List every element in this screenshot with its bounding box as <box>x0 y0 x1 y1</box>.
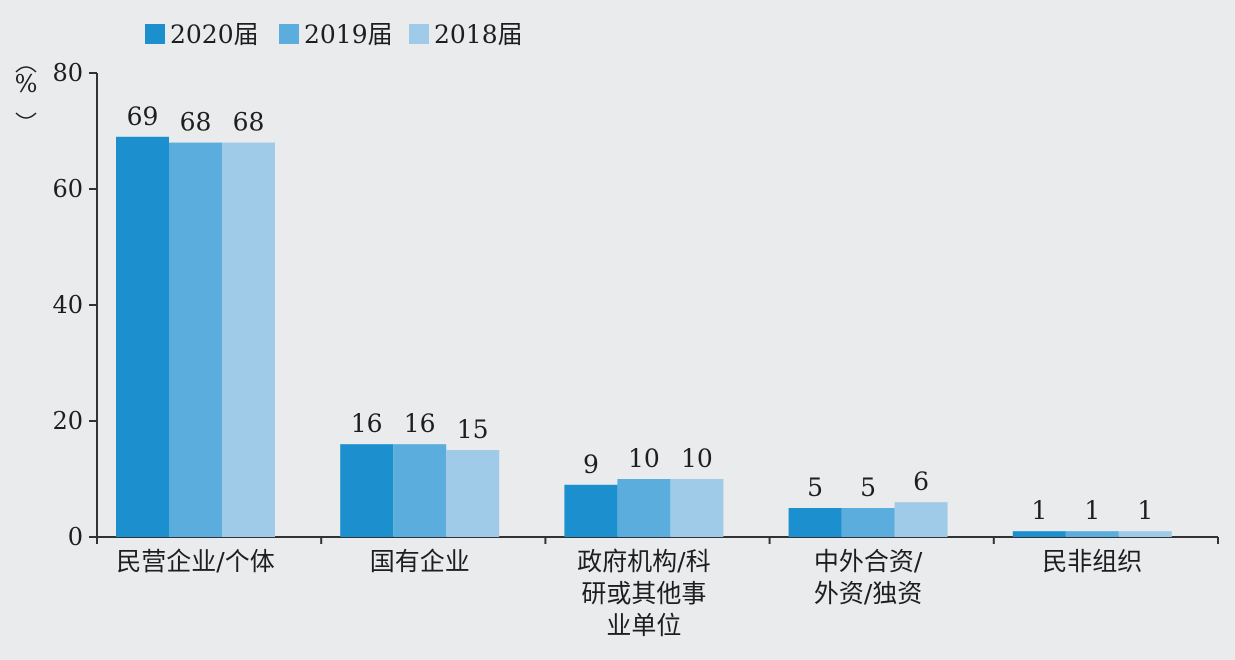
bar <box>841 508 895 537</box>
value-labels: 69 68 68 16 16 15 9 10 10 5 5 6 1 1 1 <box>127 102 1154 525</box>
y-label-paren-bottom <box>15 112 37 119</box>
bar <box>1118 531 1172 537</box>
x-axis <box>96 536 1219 544</box>
bar <box>617 479 671 537</box>
y-tick-label: 60 <box>52 175 83 203</box>
y-tick-label: 80 <box>52 59 83 87</box>
bar <box>1012 531 1066 537</box>
legend-swatch <box>145 24 165 44</box>
bar <box>894 502 948 537</box>
y-axis-label: % <box>15 70 38 98</box>
data-label: 16 <box>404 409 436 438</box>
data-label: 6 <box>913 467 929 496</box>
data-label: 16 <box>351 409 383 438</box>
x-tick-label: 民非组织 <box>1042 547 1142 576</box>
x-tick-label: 民营企业/个体 <box>116 547 274 576</box>
data-label: 68 <box>180 108 212 137</box>
legend: 2020届 2019届 2018届 <box>145 20 523 49</box>
data-label: 68 <box>233 108 265 137</box>
bar <box>340 444 394 537</box>
data-label: 10 <box>628 444 660 473</box>
x-tick-label: 中外合资/ <box>814 547 923 576</box>
bars <box>116 136 1172 538</box>
y-label-paren-top <box>15 66 37 73</box>
data-label: 1 <box>1031 496 1047 525</box>
x-tick-label: 研或其他事 <box>581 579 706 608</box>
data-label: 1 <box>1084 496 1100 525</box>
data-label: 10 <box>681 444 713 473</box>
data-label: 5 <box>860 473 876 502</box>
legend-label: 2018届 <box>434 20 523 49</box>
bar <box>564 484 618 537</box>
x-tick-label: 业单位 <box>606 611 681 640</box>
x-tick-label: 政府机构/科 <box>577 547 710 576</box>
legend-label: 2019届 <box>304 20 393 49</box>
x-tick-label: 外资/独资 <box>814 579 922 608</box>
bar <box>1065 531 1119 537</box>
data-label: 69 <box>127 102 159 131</box>
data-label: 1 <box>1137 496 1153 525</box>
bar <box>169 142 222 537</box>
bar <box>788 508 842 537</box>
x-tick-label: 国有企业 <box>370 547 470 576</box>
bar <box>446 450 500 537</box>
bar <box>670 479 724 537</box>
data-label: 5 <box>807 473 823 502</box>
y-tick-label: 20 <box>52 407 83 435</box>
bar <box>222 142 275 537</box>
bar <box>393 444 447 537</box>
data-label: 9 <box>583 450 599 479</box>
y-tick-label: 40 <box>52 291 83 319</box>
legend-label: 2020届 <box>170 20 259 49</box>
y-axis: 0 20 40 60 80% <box>15 59 98 551</box>
bar <box>116 136 169 538</box>
y-tick-label: 0 <box>68 523 83 551</box>
legend-swatch <box>409 24 429 44</box>
data-label: 15 <box>457 415 489 444</box>
legend-swatch <box>279 24 299 44</box>
